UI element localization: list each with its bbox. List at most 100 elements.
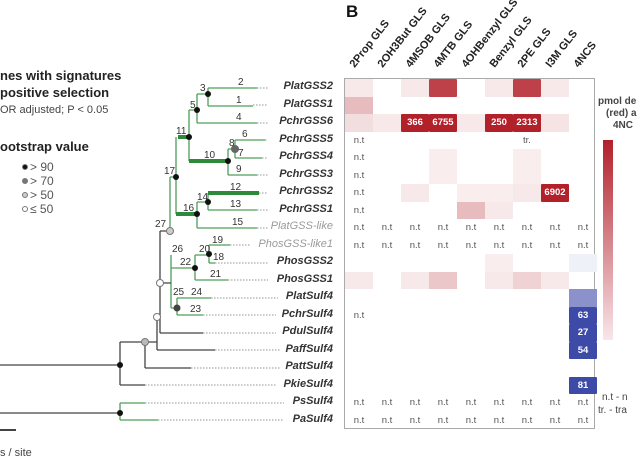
heatmap-cell	[401, 289, 429, 307]
heatmap-cell	[457, 289, 485, 307]
leaf-label: PchrGSS6	[279, 115, 333, 127]
heatmap-cell	[457, 272, 485, 290]
heatmap-cell	[569, 114, 597, 132]
branch-number: 12	[230, 182, 242, 193]
heatmap-cell: n.t	[353, 309, 365, 321]
heatmap-cell	[485, 307, 513, 325]
bootstrap-label: ≤ 50	[30, 202, 54, 216]
branch-number: 20	[199, 244, 211, 255]
heatmap-cell	[373, 132, 401, 150]
branch-number: 2	[238, 77, 244, 88]
heatmap-cell	[513, 359, 541, 377]
heatmap-cell	[541, 114, 569, 132]
bootstrap-label: > 70	[30, 174, 54, 188]
heatmap-cell	[457, 184, 485, 202]
scale-label: s / site	[0, 447, 32, 459]
heatmap-cell	[401, 271, 429, 289]
heatmap-cell	[457, 97, 485, 115]
branch-number: 1	[236, 95, 242, 106]
heatmap-cell	[429, 271, 457, 289]
heatmap-cell	[541, 271, 569, 289]
heatmap-cell	[485, 167, 513, 185]
branch-number: 14	[197, 192, 209, 203]
heatmap-cell	[429, 149, 457, 167]
heatmap-cell	[345, 79, 373, 97]
heatmap-cell	[485, 324, 513, 342]
heatmap-cell	[401, 202, 429, 220]
heatmap-cell	[345, 359, 373, 377]
heatmap-cell	[401, 97, 429, 115]
heatmap-cell	[541, 254, 569, 272]
bootstrap-dot-icon	[22, 178, 28, 184]
heatmap-cell	[569, 184, 597, 202]
heatmap-cell: n.t	[549, 239, 561, 251]
nt-note: n.t - n	[602, 392, 628, 403]
heatmap-cell	[541, 342, 569, 360]
heatmap-cell: 366	[401, 114, 429, 132]
heatmap-cell	[485, 271, 513, 289]
heatmap-cell	[401, 324, 429, 342]
heatmap-cell	[457, 167, 485, 185]
leaf-label: PlatGSS2	[283, 80, 333, 92]
heatmap-cell	[569, 289, 597, 307]
leaf-label: PhosGSS2	[276, 255, 333, 267]
heatmap-cell	[345, 324, 373, 342]
heatmap-cell: n.t	[465, 397, 477, 409]
selection-legend-sub: OR adjusted; P < 0.05	[0, 104, 109, 116]
heatmap-cell	[429, 166, 457, 184]
branch-numbers: 2 1 3 4 5 6 7 8 9 10 11 12 13 14 15 16 1…	[155, 77, 248, 315]
heatmap-cell	[457, 149, 485, 167]
phylogenetic-tree: 2 1 3 4 5 6 7 8 9 10 11 12 13 14 15 16 1…	[0, 77, 284, 431]
leaf-label: PaffSulf4	[285, 342, 333, 355]
heatmap-cell	[485, 254, 513, 272]
branch-number: 11	[176, 126, 187, 137]
heatmap-cell: n.t	[409, 397, 421, 409]
heatmap-cell: tr.	[523, 134, 531, 146]
heatmap-cell	[569, 254, 597, 272]
heatmap-cell	[373, 79, 401, 97]
heatmap-cell	[541, 167, 569, 185]
heatmap-cell	[541, 79, 569, 97]
heatmap-cell: n.t	[409, 222, 421, 234]
leaf-label: PhosGSS-like1	[258, 237, 333, 250]
heatmap-cell: n.t	[521, 414, 533, 426]
branch-number: 23	[190, 304, 202, 315]
heatmap-cell	[345, 289, 373, 307]
heatmap-cell	[373, 202, 401, 220]
heatmap-cell	[513, 377, 541, 395]
panel-label: B	[346, 2, 359, 21]
heatmap-cell	[569, 149, 597, 167]
heatmap-cell: n.t	[381, 239, 393, 251]
heatmap-cell: n.t	[465, 239, 477, 251]
branch-number: 18	[213, 252, 225, 263]
node-dots	[117, 91, 239, 416]
heatmap-cell: n.t	[381, 414, 393, 426]
color-legend-line1: pmol de	[598, 96, 637, 107]
heatmap-cell: n.t	[353, 414, 365, 426]
heatmap-cell	[457, 79, 485, 97]
heatmap-cell	[373, 184, 401, 202]
heatmap-cell	[373, 149, 401, 167]
leaf-label: PchrGSS2	[279, 185, 333, 197]
heatmap-cell: 6902	[541, 184, 569, 202]
heatmap-cell	[429, 342, 457, 360]
color-legend-line3: 4NC	[613, 120, 634, 131]
heatmap-cell	[345, 342, 373, 360]
leaf-label: PchrGSS1	[279, 202, 333, 215]
bootstrap-item: > 90	[22, 160, 54, 174]
leaf-label: PhosGSS1	[276, 272, 333, 285]
heatmap-cell: n.t	[409, 239, 421, 251]
bootstrap-item: > 50	[22, 188, 54, 202]
heatmap-cell: n.t	[521, 222, 533, 234]
heatmap-cell	[373, 114, 401, 132]
heatmap-cell	[541, 377, 569, 395]
leaf-label: PsSulf4	[292, 395, 333, 407]
leaf-label: PchrSulf4	[281, 307, 333, 320]
heatmap-cell	[457, 342, 485, 360]
heatmap-cell	[457, 201, 485, 219]
heatmap-cell	[457, 307, 485, 325]
heatmap-cell: n.t	[353, 169, 365, 181]
heatmap-cell: n.t	[353, 134, 365, 146]
heatmap-cell	[373, 254, 401, 272]
heatmap-cell	[429, 79, 457, 97]
